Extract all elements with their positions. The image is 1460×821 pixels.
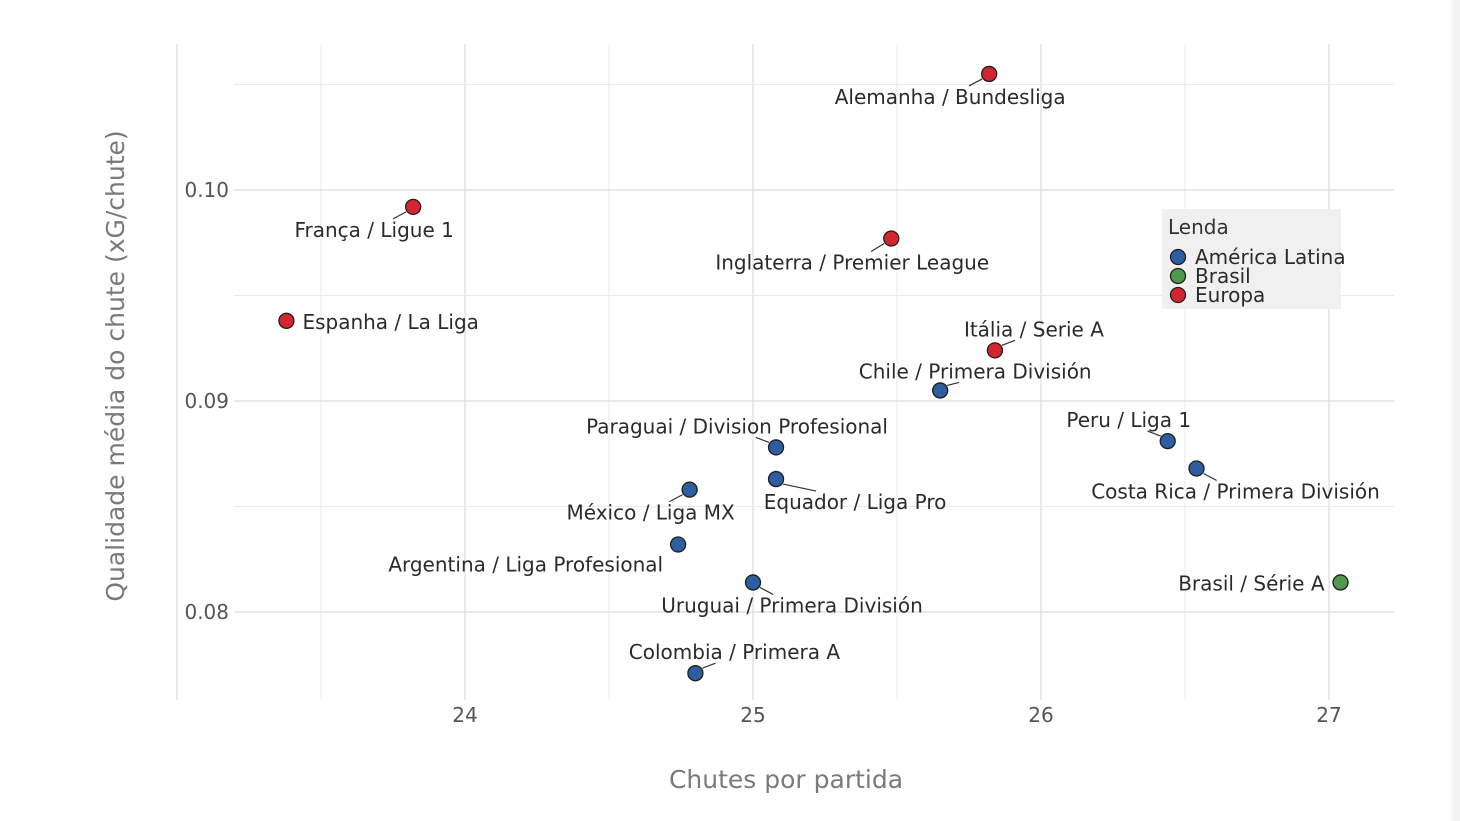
data-point[interactable] — [687, 665, 704, 682]
legend-box — [1162, 209, 1341, 309]
leader-line — [1147, 430, 1161, 437]
data-point[interactable] — [681, 481, 698, 498]
page-edge-strip — [1452, 0, 1460, 821]
data-point[interactable] — [405, 198, 422, 216]
point-label: Uruguai / Primera División — [661, 593, 923, 617]
leader-line — [669, 494, 683, 503]
point-label: México / Liga MX — [567, 501, 736, 525]
leader-line — [1203, 472, 1217, 482]
label-leader-lines — [392, 78, 1217, 669]
point-label: Costa Rica / Primera División — [1091, 480, 1380, 504]
y-axis-ticks: 0.08 0.09 0.10 — [184, 178, 229, 624]
point-label: Colombia / Primera A — [629, 640, 841, 664]
leader-line — [870, 243, 885, 253]
point-label: Alemanha / Bundesliga — [835, 85, 1066, 109]
data-point[interactable] — [1188, 460, 1205, 477]
leader-line — [755, 436, 770, 443]
legend-marker — [1169, 248, 1187, 266]
x-tick-label: 24 — [452, 703, 477, 727]
x-tick-label: 25 — [740, 703, 765, 727]
y-axis-title: Qualidade média do chute (xG/chute) — [101, 130, 130, 601]
data-point[interactable] — [669, 536, 687, 553]
leader-line — [947, 381, 960, 387]
data-point[interactable] — [278, 312, 295, 329]
leader-line — [759, 586, 774, 595]
legend-marker — [1169, 267, 1187, 285]
data-point[interactable] — [1332, 574, 1349, 591]
leader-line — [392, 211, 407, 220]
point-label: Espanha / La Liga — [302, 310, 478, 334]
point-label: Argentina / Liga Profesional — [388, 552, 663, 576]
legend-marker — [1169, 286, 1187, 304]
legend-label: América Latina — [1195, 245, 1346, 269]
leader-line — [1001, 339, 1016, 346]
leader-line — [702, 662, 716, 669]
data-points — [278, 65, 1349, 682]
gridlines — [176, 44, 1394, 700]
leader-line — [968, 78, 983, 87]
data-point[interactable] — [883, 230, 900, 247]
data-point[interactable] — [986, 342, 1004, 359]
y-tick-label: 0.10 — [184, 178, 229, 202]
point-label: Peru / Liga 1 — [1066, 408, 1191, 432]
data-point[interactable] — [767, 439, 785, 456]
x-tick-label: 27 — [1316, 703, 1341, 727]
legend-label: Europa — [1195, 283, 1265, 307]
y-tick-label: 0.09 — [184, 389, 229, 413]
data-point[interactable] — [1159, 432, 1176, 450]
data-point[interactable] — [767, 470, 785, 488]
point-label: Itália / Serie A — [964, 317, 1104, 341]
leader-line — [782, 483, 817, 492]
point-label: Brasil / Série A — [1178, 571, 1325, 595]
data-point[interactable] — [932, 382, 949, 399]
point-label: França / Ligue 1 — [294, 218, 453, 242]
point-label: Inglaterra / Premier League — [715, 251, 989, 275]
x-axis-ticks: 24 25 26 27 — [452, 703, 1341, 727]
x-axis-title: Chutes por partida — [669, 765, 903, 794]
point-label: Equador / Liga Pro — [764, 490, 947, 514]
y-tick-label: 0.08 — [184, 600, 229, 624]
legend-label: Brasil — [1195, 264, 1251, 288]
point-label: Paraguai / Division Profesional — [586, 414, 888, 438]
legend-title: Lenda — [1168, 215, 1229, 239]
data-point[interactable] — [981, 65, 998, 83]
point-label: Chile / Primera División — [859, 359, 1092, 383]
x-tick-label: 26 — [1028, 703, 1053, 727]
point-labels: Alemanha / Bundesliga França / Ligue 1 Ing… — [294, 85, 1379, 664]
data-point[interactable] — [744, 574, 762, 591]
